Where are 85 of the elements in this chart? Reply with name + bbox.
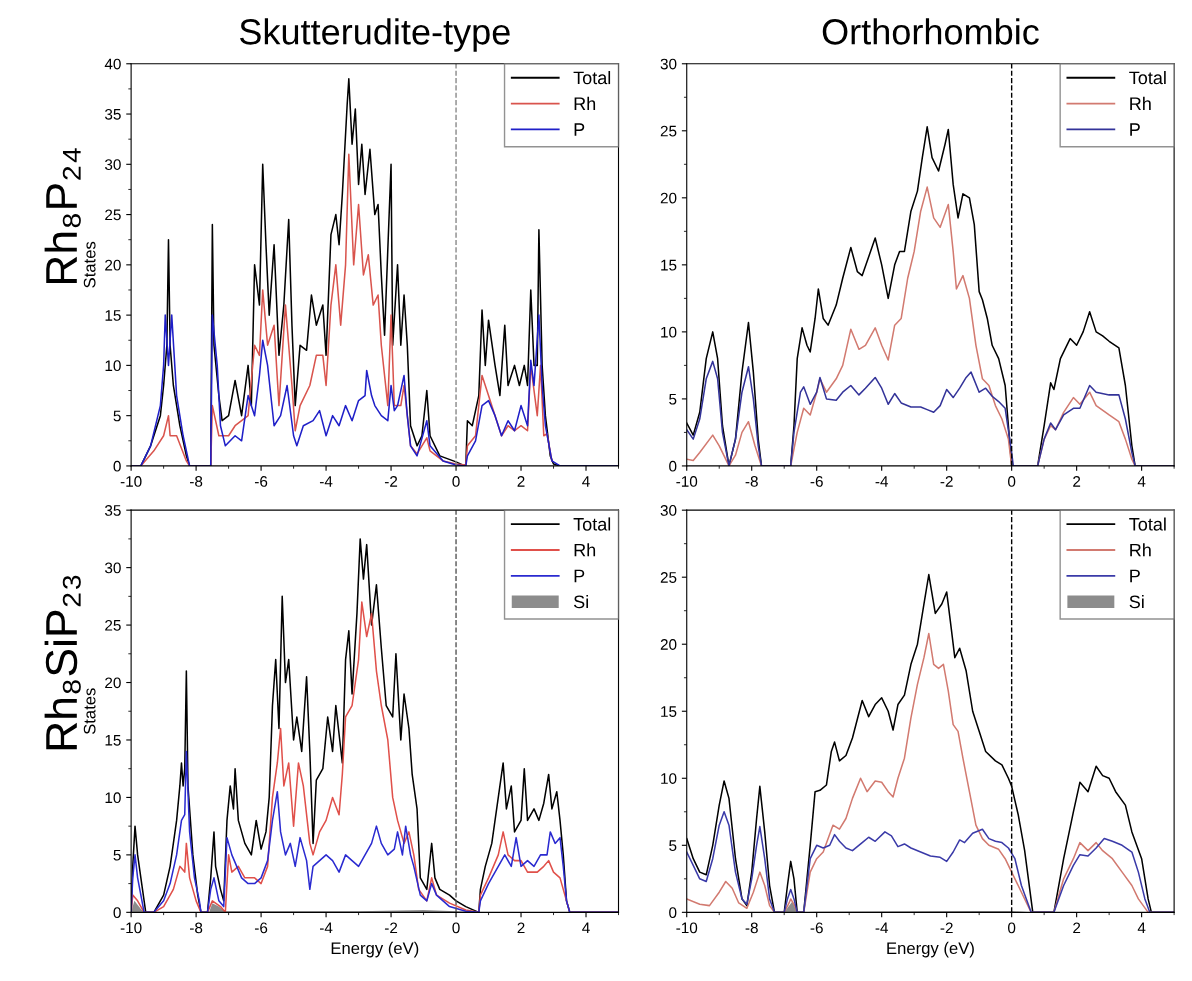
legend-label: Total xyxy=(573,517,611,531)
y-tick-label: 30 xyxy=(660,58,677,70)
y-tick-label: 25 xyxy=(105,209,121,221)
legend-label: Rh xyxy=(574,543,596,557)
y-tick-label: 25 xyxy=(105,619,121,631)
y-tick-label: 5 xyxy=(113,849,121,861)
y-tick-label: 30 xyxy=(104,562,121,574)
x-tick-label: -4 xyxy=(319,476,333,487)
y-tick-label: 15 xyxy=(661,259,677,271)
y-tick-label: 10 xyxy=(661,773,677,784)
x-axis-title: Energy (eV) xyxy=(331,941,419,958)
x-tick-label: 4 xyxy=(582,922,590,934)
y-tick-label: 0 xyxy=(113,907,121,919)
x-tick-label: -4 xyxy=(875,922,889,934)
legend-label: P xyxy=(574,123,585,136)
y-axis-title: States xyxy=(83,688,96,735)
x-tick-label: 0 xyxy=(452,476,460,487)
x-tick-label: 0 xyxy=(1008,922,1016,934)
y-tick-label: 25 xyxy=(660,572,677,583)
x-tick-label: -2 xyxy=(384,922,398,934)
y-tick-label: 0 xyxy=(669,907,677,919)
x-tick-label: 4 xyxy=(1137,476,1146,487)
y-tick-label: 15 xyxy=(105,310,121,321)
legend-label: Total xyxy=(1129,517,1166,531)
x-tick-label: -10 xyxy=(676,922,698,934)
x-tick-label: -6 xyxy=(810,922,823,934)
x-tick-label: -6 xyxy=(254,476,268,487)
x-tick-label: -10 xyxy=(676,476,698,487)
x-tick-label: -10 xyxy=(120,922,142,934)
x-tick-label: 2 xyxy=(517,476,525,487)
legend-label: Si xyxy=(573,594,588,609)
x-tick-label: -6 xyxy=(254,922,268,934)
y-tick-label: 5 xyxy=(669,393,677,405)
x-tick-label: -4 xyxy=(875,476,889,487)
y-tick-label: 20 xyxy=(105,259,121,271)
y-axis-title: States xyxy=(83,241,96,288)
y-tick-label: 10 xyxy=(105,360,121,372)
y-tick-label: 20 xyxy=(105,677,121,689)
x-tick-label: -6 xyxy=(810,476,823,487)
y-tick-label: 10 xyxy=(661,326,677,338)
x-tick-label: 2 xyxy=(1073,922,1081,934)
x-tick-label: -2 xyxy=(940,922,953,934)
legend-label: Total xyxy=(573,70,611,85)
y-tick-label: 15 xyxy=(661,706,677,717)
legend-label: P xyxy=(574,569,585,583)
text: Rh₈SiP₂₃ xyxy=(44,575,81,750)
x-tick-label: -8 xyxy=(189,476,203,487)
chart-title: Orthorhombic xyxy=(822,18,1039,45)
legend-label: Si xyxy=(1129,594,1144,609)
chart-title: Skutterudite-type xyxy=(239,18,510,52)
x-tick-label: -8 xyxy=(745,476,758,487)
y-tick-label: 5 xyxy=(113,410,121,422)
y-tick-label: 20 xyxy=(660,192,677,204)
x-tick-label: 0 xyxy=(452,922,460,934)
y-tick-label: 35 xyxy=(104,108,121,120)
legend-label: Rh xyxy=(1130,543,1151,557)
legend-label: Rh xyxy=(1130,96,1151,110)
y-tick-label: 5 xyxy=(669,840,677,851)
y-tick-label: 40 xyxy=(104,58,121,70)
y-tick-label: 30 xyxy=(660,505,677,516)
y-tick-label: 35 xyxy=(104,505,121,516)
y-tick-label: 25 xyxy=(660,125,677,137)
x-tick-label: -10 xyxy=(120,476,142,487)
x-tick-label: -8 xyxy=(189,922,203,934)
x-tick-label: -8 xyxy=(745,922,758,934)
x-tick-label: 4 xyxy=(1137,922,1146,934)
y-tick-label: 20 xyxy=(660,639,677,650)
x-tick-label: -2 xyxy=(384,476,398,487)
y-tick-label: 30 xyxy=(104,159,121,170)
x-tick-label: 2 xyxy=(1073,476,1081,487)
x-axis-title: Energy (eV) xyxy=(887,941,974,958)
x-tick-label: 0 xyxy=(1008,476,1016,487)
x-tick-label: 4 xyxy=(582,476,590,487)
legend-label: Rh xyxy=(574,96,596,110)
legend-label: Total xyxy=(1129,70,1166,85)
y-tick-label: 15 xyxy=(105,735,121,746)
legend-label: P xyxy=(1130,123,1140,136)
y-tick-label: 0 xyxy=(669,460,677,472)
y-tick-label: 10 xyxy=(105,792,121,804)
x-tick-label: -4 xyxy=(319,922,333,934)
text: Rh₈P₂₄ xyxy=(44,148,81,284)
x-tick-label: 2 xyxy=(517,922,525,934)
legend-label: P xyxy=(1130,569,1140,583)
y-tick-label: 0 xyxy=(113,460,121,472)
x-tick-label: -2 xyxy=(940,476,953,487)
